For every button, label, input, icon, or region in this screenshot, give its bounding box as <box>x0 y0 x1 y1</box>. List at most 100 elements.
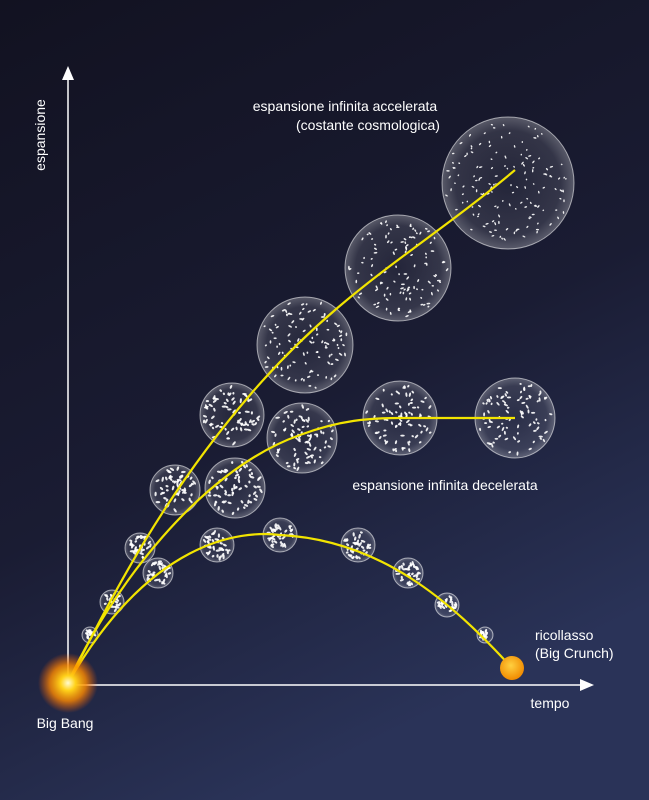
galaxy-dot <box>169 467 175 471</box>
galaxy-dot <box>521 410 524 415</box>
galaxy-dot <box>480 193 484 196</box>
galaxy-dot <box>240 500 244 504</box>
galaxy-dot <box>410 398 414 402</box>
galaxy-dot <box>322 431 325 435</box>
galaxy-dot <box>86 630 90 635</box>
galaxy-dot <box>451 162 455 164</box>
galaxy-dot <box>165 476 168 481</box>
galaxy-dot <box>311 336 314 340</box>
galaxy-dot <box>560 163 563 166</box>
galaxy-dot <box>211 532 215 536</box>
galaxy-dot <box>274 433 277 437</box>
galaxy-dot <box>320 316 325 318</box>
galaxy-dot <box>345 551 349 554</box>
galaxy-dot <box>375 397 380 400</box>
galaxy-dot <box>409 563 413 567</box>
galaxy-dot <box>477 213 480 216</box>
galaxy-dot <box>240 422 244 426</box>
galaxy-dot <box>304 440 308 444</box>
galaxy-dot <box>269 526 273 531</box>
galaxy-dot <box>502 123 505 127</box>
galaxy-dot <box>425 256 428 259</box>
galaxy-dot <box>212 399 217 403</box>
galaxy-dot <box>214 500 218 504</box>
galaxy-dot <box>248 494 251 498</box>
galaxy-dot <box>309 324 312 328</box>
galaxy-dot <box>438 604 442 610</box>
galaxy-dot <box>230 427 235 432</box>
galaxy-dot <box>506 396 512 399</box>
galaxy-dot <box>297 338 300 342</box>
galaxy-dot <box>117 602 122 607</box>
galaxy-dot <box>539 390 542 394</box>
galaxy-dot <box>475 189 478 193</box>
galaxy-dot <box>508 132 511 135</box>
galaxy-dot <box>513 165 516 168</box>
galaxy-dot <box>408 411 411 414</box>
galaxy-dot <box>219 555 222 559</box>
galaxy-dot <box>158 565 162 571</box>
galaxy-dot <box>496 206 499 209</box>
galaxy-dot <box>188 497 191 502</box>
galaxy-dot <box>464 154 467 158</box>
galaxy-dot <box>502 199 504 202</box>
galaxy-dot <box>436 279 441 282</box>
galaxy-dot <box>171 485 175 491</box>
galaxy-dot <box>503 237 506 241</box>
galaxy-dot <box>400 564 404 570</box>
galaxy-dot <box>235 469 239 474</box>
galaxy-dot <box>513 145 516 148</box>
galaxy-dot <box>426 302 431 305</box>
galaxy-dot <box>190 493 193 497</box>
galaxy-dot <box>250 419 255 423</box>
galaxy-dot <box>536 230 538 234</box>
galaxy-dot <box>544 418 547 422</box>
galaxy-dot <box>488 231 493 233</box>
galaxy-dot <box>538 435 543 438</box>
galaxy-dot <box>281 309 286 312</box>
galaxy-dot <box>249 419 252 424</box>
galaxy-dot <box>301 404 304 409</box>
galaxy-dot <box>320 430 323 434</box>
galaxy-dot <box>295 418 298 422</box>
galaxy-dot <box>385 307 388 311</box>
galaxy-dot <box>405 412 408 417</box>
sphere <box>256 296 354 394</box>
galaxy-dot <box>468 133 472 137</box>
galaxy-dot <box>278 351 281 355</box>
galaxy-dot <box>420 430 423 434</box>
galaxy-dot <box>292 361 296 364</box>
galaxy-dot <box>321 340 324 344</box>
galaxy-dot <box>358 533 361 539</box>
galaxy-dot <box>275 325 279 329</box>
galaxy-dot <box>565 177 567 180</box>
galaxy-dot <box>462 185 465 188</box>
galaxy-dot <box>298 436 301 441</box>
galaxy-dot <box>395 449 398 453</box>
galaxy-dot <box>306 448 311 451</box>
galaxy-dot <box>207 494 212 497</box>
galaxy-dot <box>355 279 358 284</box>
galaxy-dot <box>510 183 512 187</box>
galaxy-dot <box>490 402 493 406</box>
galaxy-dot <box>504 393 507 397</box>
galaxy-dot <box>222 554 225 560</box>
galaxy-dot <box>203 405 209 409</box>
galaxy-dot <box>479 177 483 179</box>
galaxy-dot <box>461 201 464 204</box>
galaxy-dot <box>299 311 302 315</box>
galaxy-dot <box>328 354 331 358</box>
galaxy-dot <box>375 288 379 292</box>
galaxy-dot <box>231 397 235 401</box>
galaxy-dot <box>477 215 479 218</box>
galaxy-dot <box>402 385 406 389</box>
galaxy-dot <box>285 313 288 317</box>
galaxy-dot <box>400 283 405 286</box>
galaxy-dot <box>223 402 227 405</box>
galaxy-dot <box>300 303 305 306</box>
galaxy-dot <box>232 400 236 405</box>
galaxy-dot <box>326 328 330 331</box>
galaxy-dot <box>503 430 506 435</box>
galaxy-dot <box>411 572 414 576</box>
galaxy-dot <box>536 426 540 431</box>
